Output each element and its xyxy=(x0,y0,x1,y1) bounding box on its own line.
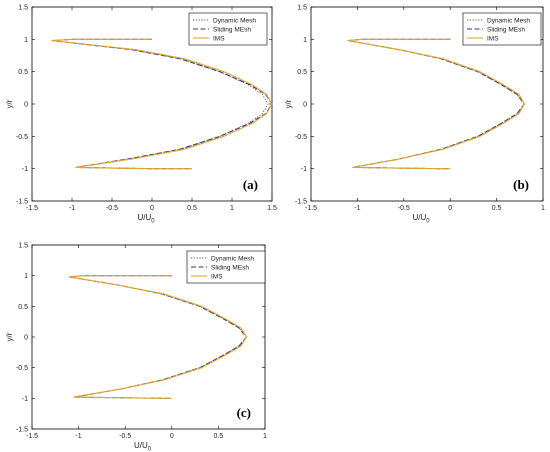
y-tick-label: 0.5 xyxy=(18,304,28,311)
legend-label: IMS xyxy=(213,35,225,42)
x-tick-label: 0 xyxy=(170,433,174,440)
panel-label: (c) xyxy=(237,405,251,420)
series-line-ims xyxy=(347,38,525,170)
legend-label: Dynamic Mesh xyxy=(487,17,530,24)
legend: Dynamic Mesh Sliding MEsh IMS xyxy=(188,12,268,46)
x-tick-label: -0.5 xyxy=(119,433,131,440)
x-tick-label: 0.5 xyxy=(214,433,224,440)
y-tick-label: 0.5 xyxy=(297,69,307,76)
series-line-sliding-mesh xyxy=(347,38,525,170)
y-tick-label: 0 xyxy=(24,335,28,342)
y-tick-label: 0 xyxy=(24,102,28,109)
y-tick-label: -1.5 xyxy=(16,427,28,434)
y-tick-label: 1 xyxy=(24,273,28,280)
x-tick-label: -1.5 xyxy=(305,205,317,212)
y-tick-label: -1 xyxy=(22,166,28,173)
x-tick-label: -1.5 xyxy=(26,205,38,212)
x-tick-label: 0.5 xyxy=(187,205,197,212)
y-tick-label: -0.5 xyxy=(16,365,28,372)
x-axis-label: U/U0 xyxy=(137,213,155,225)
x-tick-label: 0 xyxy=(150,205,154,212)
legend: Dynamic Mesh Sliding MEsh IMS xyxy=(186,250,266,284)
x-tick-label: 1 xyxy=(263,433,267,440)
y-tick-label: 0 xyxy=(303,102,307,109)
chart-panel-3: -1.5 -1 -0.5 0 0.5 1 -1.5 -1 -0.5 0 0.5 1 1.5 U/U0 y/r… xyxy=(5,243,267,452)
y-axis-label: y/r xyxy=(5,99,14,108)
series-line-ims xyxy=(51,38,273,170)
series-line-dynamic-mesh xyxy=(347,38,525,170)
y-tick-label: 1.5 xyxy=(18,243,28,250)
x-tick-label: 0.5 xyxy=(492,205,502,212)
y-tick-label: -1.5 xyxy=(16,199,28,206)
chart-panel-2: -1.5 -1 -0.5 0 0.5 1 -1.5 -1 -0.5 0 0.5 1 1.5 U/U0 y/r… xyxy=(284,5,545,225)
x-tick-label: 0 xyxy=(448,205,452,212)
series-line-sliding-mesh xyxy=(68,275,247,399)
legend-label: Sliding MEsh xyxy=(487,26,525,33)
y-axis-label: y/r xyxy=(5,332,14,341)
legend-label: Sliding MEsh xyxy=(213,26,251,33)
y-tick-label: -1 xyxy=(22,396,28,403)
x-tick-label: 1 xyxy=(230,205,234,212)
y-tick-label: 1 xyxy=(303,37,307,44)
panel-label: (a) xyxy=(243,177,258,192)
y-tick-label: -1.5 xyxy=(295,199,307,206)
x-tick-label: -1 xyxy=(69,205,75,212)
series-line-ims xyxy=(68,275,247,399)
panel-label: (b) xyxy=(513,177,529,192)
legend-label: IMS xyxy=(487,35,499,42)
y-axis-label: y/r xyxy=(284,99,293,108)
x-tick-label: 1 xyxy=(541,205,545,212)
y-tick-label: 1.5 xyxy=(18,5,28,12)
x-tick-label: -1.5 xyxy=(26,433,38,440)
y-tick-label: -1 xyxy=(301,166,307,173)
legend-label: Dynamic Mesh xyxy=(211,255,254,262)
x-tick-label: 1.5 xyxy=(267,205,277,212)
y-tick-label: -0.5 xyxy=(16,134,28,141)
series-line-dynamic-mesh xyxy=(68,275,247,399)
series-line-sliding-mesh xyxy=(51,38,273,170)
series-line-dynamic-mesh xyxy=(51,38,269,170)
legend: Dynamic Mesh Sliding MEsh IMS xyxy=(462,12,542,46)
x-tick-label: -1 xyxy=(354,205,360,212)
x-tick-label: -0.5 xyxy=(398,205,410,212)
x-tick-label: -1 xyxy=(75,433,81,440)
y-tick-label: -0.5 xyxy=(295,134,307,141)
legend-label: IMS xyxy=(211,273,223,280)
y-tick-label: 1 xyxy=(24,37,28,44)
legend-label: Dynamic Mesh xyxy=(213,17,256,24)
chart-panel-1: -1.5 -1 -0.5 0 0.5 1 1.5 -1.5 -1 -0.5 0 0.5 1 1.5 U/U0… xyxy=(5,5,277,225)
legend-label: Sliding MEsh xyxy=(211,264,249,271)
x-axis-label: U/U0 xyxy=(412,213,430,225)
x-tick-label: -0.5 xyxy=(106,205,118,212)
y-tick-label: 1.5 xyxy=(297,5,307,12)
x-axis-label: U/U0 xyxy=(134,441,152,452)
y-tick-label: 0.5 xyxy=(18,69,28,76)
